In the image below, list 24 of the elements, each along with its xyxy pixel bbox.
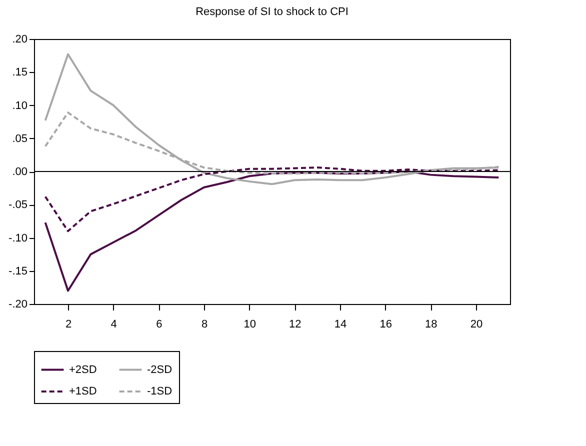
y-tick-label: -.10 [8, 232, 28, 244]
y-tick-label: .10 [12, 100, 28, 112]
x-tick-label: 14 [334, 318, 347, 330]
x-tick-label: 12 [289, 318, 302, 330]
x-tick-label: 2 [65, 318, 72, 330]
x-tick-label: 18 [425, 318, 438, 330]
x-tick-label: 4 [110, 318, 117, 330]
chart-title: Response of SI to shock to CPI [196, 6, 348, 18]
y-tick-label: -.15 [8, 265, 28, 278]
legend-label: +1SD [69, 386, 97, 398]
legend-label: -2SD [147, 364, 172, 376]
y-tick-label: .05 [12, 132, 28, 145]
y-tick-label: -.05 [8, 199, 28, 212]
x-tick-label: 8 [201, 318, 208, 330]
legend-label: -1SD [147, 386, 172, 398]
y-tick-label: .00 [12, 166, 28, 178]
legend-label: +2SD [69, 364, 97, 376]
y-tick-label: .20 [12, 34, 28, 46]
x-tick-label: 6 [156, 318, 162, 330]
x-tick-label: 20 [470, 318, 483, 330]
y-tick-label: .15 [12, 66, 28, 79]
x-tick-label: 16 [380, 318, 392, 330]
x-tick-label: 10 [244, 318, 256, 330]
y-tick-label: -.20 [8, 298, 28, 310]
